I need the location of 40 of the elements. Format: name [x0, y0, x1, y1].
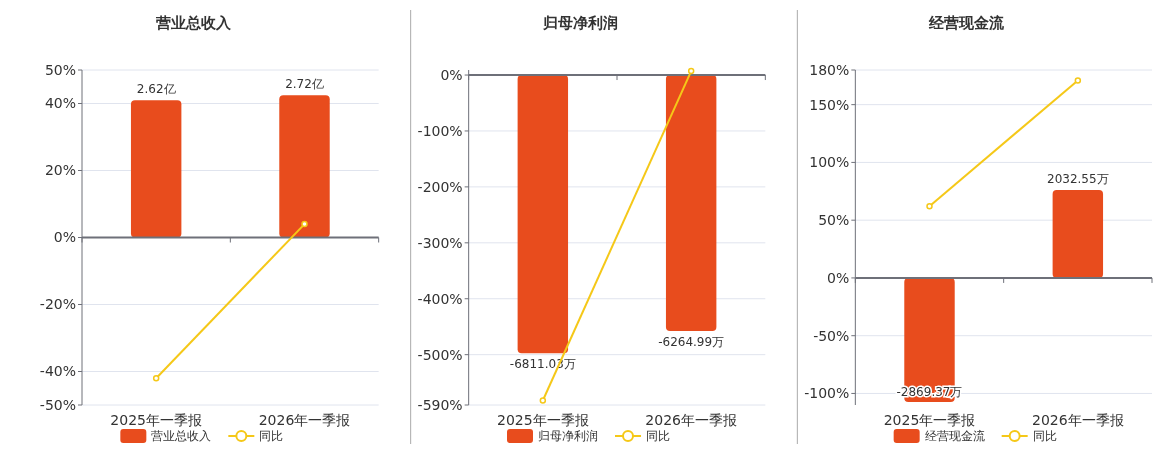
- legend-label: 营业总收入: [151, 429, 212, 444]
- data-label: 2.62亿: [136, 82, 176, 97]
- y-tick-label: -20%: [39, 296, 76, 313]
- y-tick-label: 180%: [809, 61, 850, 78]
- legend-label: 同比: [646, 429, 670, 444]
- y-tick-label: 0%: [827, 269, 850, 286]
- y-tick-label: 40%: [44, 95, 76, 112]
- x-tick-label: 2025年一季报: [883, 412, 976, 428]
- y-tick-label: -300%: [417, 234, 463, 251]
- y-tick-label: -50%: [813, 327, 850, 344]
- y-tick-label: 0%: [440, 66, 463, 83]
- x-tick-label: 2025年一季报: [110, 412, 202, 428]
- x-tick-label: 2025年一季报: [497, 412, 589, 428]
- y-tick-label: -40%: [39, 363, 76, 380]
- y-tick-label: -100%: [804, 385, 850, 402]
- legend-label: 同比: [1032, 429, 1057, 444]
- y-tick-label: 0%: [53, 229, 76, 246]
- chart-title: 营业总收入: [154, 14, 232, 32]
- y-tick-label: -50%: [39, 396, 76, 413]
- y-tick-label: -590%: [417, 396, 463, 413]
- y-tick-label: 50%: [44, 61, 76, 78]
- data-label: 2032.55万: [1047, 172, 1109, 187]
- y-tick-label: -500%: [417, 346, 463, 363]
- x-tick-label: 2026年一季报: [645, 412, 737, 428]
- y-tick-label: -200%: [417, 178, 463, 195]
- data-label: -6264.99万: [658, 334, 725, 349]
- data-label: 2.72亿: [285, 77, 324, 92]
- chart-title: 归母净利润: [541, 14, 618, 32]
- legend-label: 经营现金流: [924, 429, 985, 444]
- y-tick-label: 50%: [818, 212, 850, 229]
- x-tick-label: 2026年一季报: [258, 412, 351, 428]
- legend-label: 归母净利润: [538, 429, 598, 444]
- y-tick-label: 150%: [809, 96, 850, 113]
- y-tick-label: -100%: [417, 122, 463, 139]
- y-tick-label: 100%: [809, 154, 850, 171]
- y-tick-label: 20%: [44, 162, 76, 179]
- y-tick-label: -400%: [417, 290, 463, 307]
- legend-label: 同比: [259, 429, 284, 444]
- x-tick-label: 2026年一季报: [1032, 412, 1124, 428]
- chart-title: 经营现金流: [928, 14, 1006, 32]
